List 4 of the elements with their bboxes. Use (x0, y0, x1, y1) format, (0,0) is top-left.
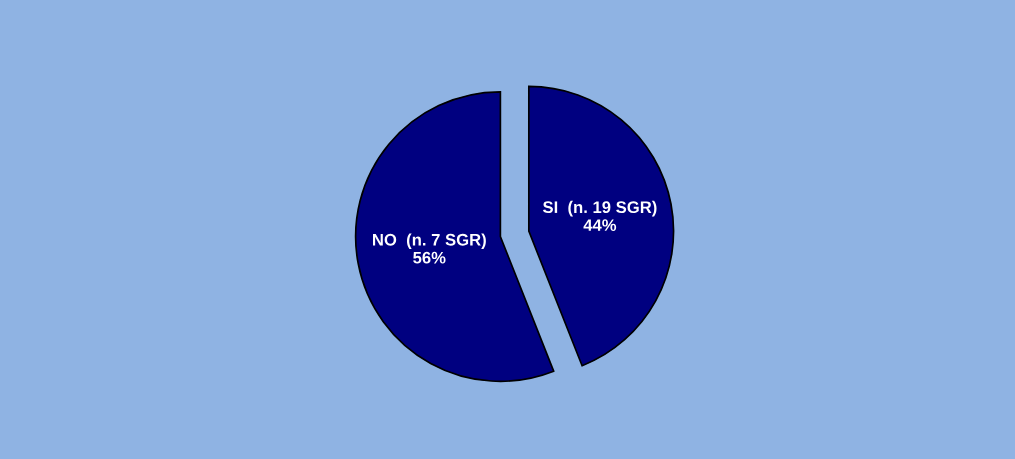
data-label: 44% (583, 219, 617, 231)
data-label: 56% (413, 251, 446, 264)
slice-label: SI (n. 19 SGR) (542, 200, 657, 217)
slice-label: NO (n. 7 SGR) (373, 233, 486, 249)
